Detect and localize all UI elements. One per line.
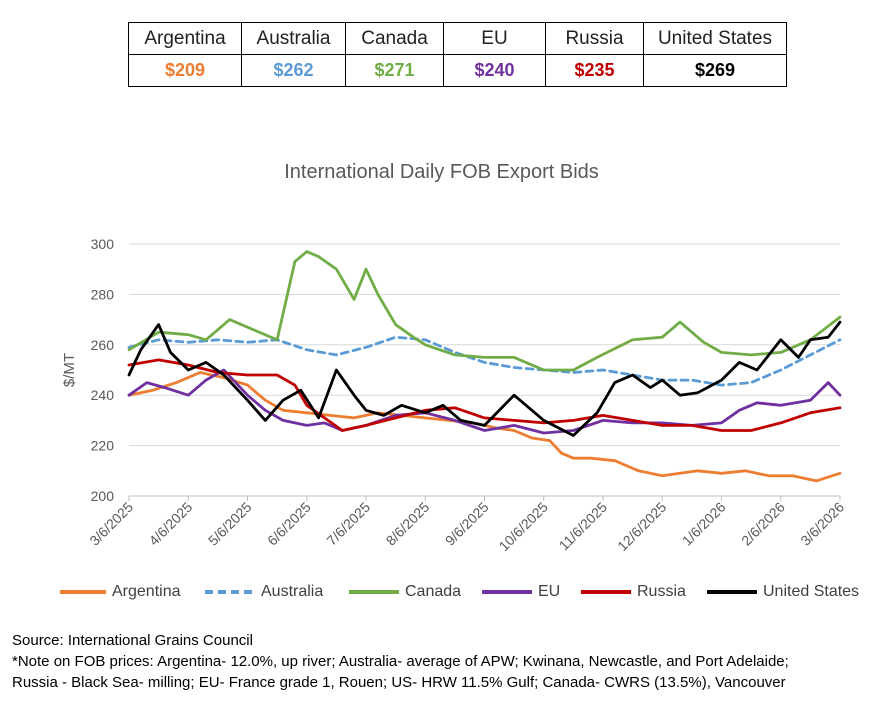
chart-legend: Argentina Australia Canada EU Russia Uni…	[0, 583, 883, 603]
header-eu: EU	[443, 22, 546, 55]
price-table-value-row: $209 $262 $271 $240 $235 $269	[128, 54, 787, 87]
y-axis-label: $/MT	[61, 353, 78, 387]
price-table: Argentina Australia Canada EU Russia Uni…	[128, 22, 787, 87]
series-line-argentina	[127, 371, 842, 483]
legend-item-argentina: Argentina	[58, 583, 181, 601]
fob-note-line-1: *Note on FOB prices: Argentina- 12.0%, u…	[12, 653, 789, 670]
legend-swatch-canada	[349, 590, 399, 594]
price-russia: $235	[545, 54, 644, 87]
header-united-states: United States	[643, 22, 787, 55]
x-tick-label: 3/6/2026	[797, 499, 847, 549]
x-tick-label: 3/6/2025	[86, 499, 136, 549]
x-tick-label: 11/6/2025	[555, 499, 610, 554]
y-tick-label: 200	[91, 488, 115, 504]
legend-swatch-russia	[581, 590, 631, 594]
chart-title: International Daily FOB Export Bids	[284, 161, 599, 183]
series-line-russia	[127, 358, 842, 432]
legend-item-australia: Australia	[203, 583, 323, 601]
price-argentina: $209	[128, 54, 242, 87]
series-line-united-states	[127, 320, 842, 437]
x-tick-label: 5/6/2025	[205, 499, 255, 549]
legend-swatch-australia	[205, 590, 255, 594]
legend-item-canada: Canada	[347, 583, 461, 601]
legend-label-russia: Russia	[637, 583, 686, 600]
x-tick-label: 4/6/2025	[146, 499, 196, 549]
y-tick-label: 220	[91, 438, 115, 454]
x-tick-label: 1/6/2026	[679, 499, 729, 549]
legend-item-eu: EU	[480, 583, 560, 601]
price-table-header-row: Argentina Australia Canada EU Russia Uni…	[128, 22, 787, 55]
x-tick-label: 12/6/2025	[614, 499, 670, 555]
legend-label-australia: Australia	[261, 583, 324, 600]
legend-label-canada: Canada	[405, 583, 462, 600]
legend-swatch-argentina	[60, 590, 106, 594]
x-tick-label: 6/6/2025	[264, 499, 314, 549]
legend-item-united-states: United States	[705, 583, 859, 601]
legend-swatch-eu	[482, 590, 532, 594]
legend-label-argentina: Argentina	[112, 583, 181, 600]
legend-label-eu: EU	[538, 583, 561, 600]
header-argentina: Argentina	[128, 22, 242, 55]
x-tick-label: 10/6/2025	[496, 499, 552, 555]
y-tick-label: 280	[91, 286, 115, 302]
x-tick-label: 7/6/2025	[323, 499, 373, 549]
series-line-canada	[127, 250, 842, 372]
series-line-eu	[127, 368, 842, 435]
y-tick-label: 240	[91, 387, 115, 403]
legend-label-united-states: United States	[763, 583, 860, 600]
footnotes: Source: International Grains Council *No…	[12, 630, 789, 693]
price-canada: $271	[345, 54, 444, 87]
x-tick-label: 2/6/2026	[738, 499, 788, 549]
source-note: Source: International Grains Council	[12, 632, 253, 649]
price-eu: $240	[443, 54, 546, 87]
x-tick-label: 8/6/2025	[383, 499, 433, 549]
y-tick-label: 300	[91, 236, 115, 252]
series-line-australia	[127, 335, 842, 387]
legend-swatch-united-states	[707, 590, 757, 594]
y-tick-label: 260	[91, 337, 115, 353]
header-australia: Australia	[241, 22, 346, 55]
x-tick-label: 9/6/2025	[442, 499, 492, 549]
fob-note-line-2: Russia - Black Sea- milling; EU- France …	[12, 674, 786, 691]
price-australia: $262	[241, 54, 346, 87]
price-united-states: $269	[643, 54, 787, 87]
legend-item-russia: Russia	[579, 583, 686, 601]
